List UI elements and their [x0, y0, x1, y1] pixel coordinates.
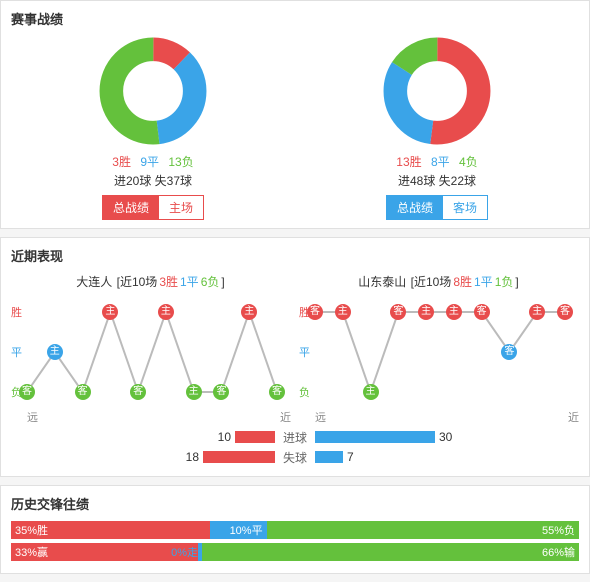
- wdl-right-l: 4负: [459, 155, 478, 169]
- recent-dot: 主: [186, 384, 202, 400]
- xlabel-far: 远: [315, 409, 326, 425]
- recent-dot: 客: [130, 384, 146, 400]
- goals-left: 进20球 失37球: [98, 172, 208, 189]
- recent-dot: 主: [418, 304, 434, 320]
- recent-dot: 主: [446, 304, 462, 320]
- history-panel: 历史交锋往绩 35%胜10%平55%负 33%赢0%走66%输: [0, 485, 590, 574]
- history-seg: 55%负: [267, 521, 579, 539]
- wdl-right: 13胜 8平 4负: [382, 153, 492, 170]
- ylabel-draw-r: 平: [299, 344, 310, 360]
- bar-row: 18 失球 7: [11, 448, 579, 466]
- recent-dot: 客: [474, 304, 490, 320]
- xlabel-far: 远: [27, 409, 38, 425]
- recent-left-line: [27, 294, 277, 404]
- recent-right-l: 1负: [495, 275, 514, 289]
- history-seg: 10%平: [210, 521, 267, 539]
- recent-left: 大连人 [近10场3胜1平6负] 胜 平 负 客主客主客主主客主客远近: [11, 273, 291, 424]
- bar-label: 进球: [275, 429, 315, 446]
- record-title: 赛事战绩: [11, 9, 579, 28]
- recent-dot: 主: [335, 304, 351, 320]
- recent-dot: 客: [269, 384, 285, 400]
- recent-dot: 主: [241, 304, 257, 320]
- donut-left: 3胜 9平 13负 进20球 失37球 总战绩主场: [98, 36, 208, 220]
- recent-dot: 主: [47, 344, 63, 360]
- bar-right-val: 30: [439, 430, 452, 444]
- ylabel-win: 胜: [11, 304, 22, 320]
- bar-left-val: 18: [186, 450, 199, 464]
- recent-dot: 客: [390, 304, 406, 320]
- tabs-left: 总战绩主场: [102, 195, 204, 220]
- recent-right-pre: [近10场: [411, 275, 452, 289]
- recent-panel: 近期表现 大连人 [近10场3胜1平6负] 胜 平 负 客主客主客主主客主客远近…: [0, 237, 590, 477]
- tab-inactive[interactable]: 客场: [443, 196, 487, 219]
- recent-dot: 主: [363, 384, 379, 400]
- recent-left-team: 大连人: [76, 275, 112, 289]
- donut-right-svg: [382, 36, 492, 146]
- history-seg: 35%胜: [11, 521, 210, 539]
- recent-title: 近期表现: [11, 246, 579, 265]
- donuts-row: 3胜 9平 13负 进20球 失37球 总战绩主场 13胜 8平 4负 进48球…: [11, 36, 579, 220]
- recent-right-head: 山东泰山 [近10场8胜1平1负]: [299, 273, 579, 290]
- recent-right-d: 1平: [474, 275, 493, 289]
- recent-right-line: [315, 294, 565, 404]
- history-seg: 33%赢: [11, 543, 198, 561]
- recent-dot: 客: [307, 304, 323, 320]
- bar-right: [315, 451, 343, 463]
- recent-dot: 主: [158, 304, 174, 320]
- wdl-right-d: 8平: [431, 155, 450, 169]
- recent-dot: 客: [213, 384, 229, 400]
- wdl-left-d: 9平: [140, 155, 159, 169]
- tab-active[interactable]: 总战绩: [103, 196, 159, 219]
- recent-left-suf: ]: [221, 275, 224, 289]
- record-panel: 赛事战绩 3胜 9平 13负 进20球 失37球 总战绩主场 13胜 8平 4负…: [0, 0, 590, 229]
- recent-dot: 客: [557, 304, 573, 320]
- recent-left-pre: [近10场: [117, 275, 158, 289]
- donut-left-svg: [98, 36, 208, 146]
- recent-right-suf: ]: [515, 275, 518, 289]
- recent-row: 大连人 [近10场3胜1平6负] 胜 平 负 客主客主客主主客主客远近 山东泰山…: [11, 273, 579, 424]
- bar-right-val: 7: [347, 450, 354, 464]
- ylabel-draw: 平: [11, 344, 22, 360]
- recent-right-w: 8胜: [453, 275, 472, 289]
- bar-label: 失球: [275, 449, 315, 466]
- recent-dot: 主: [529, 304, 545, 320]
- history-title: 历史交锋往绩: [11, 494, 579, 513]
- recent-right: 山东泰山 [近10场8胜1平1负] 胜 平 负 客主主客主主客客主客远近: [299, 273, 579, 424]
- history-rows: 35%胜10%平55%负 33%赢0%走66%输: [11, 521, 579, 561]
- history-seg: 66%输: [202, 543, 579, 561]
- recent-left-w: 3胜: [159, 275, 178, 289]
- wdl-left-w: 3胜: [112, 155, 131, 169]
- tab-inactive[interactable]: 主场: [159, 196, 203, 219]
- bar-left: [235, 431, 275, 443]
- recent-left-d: 1平: [180, 275, 199, 289]
- recent-left-l: 6负: [201, 275, 220, 289]
- bar-left-val: 10: [218, 430, 231, 444]
- donut-right: 13胜 8平 4负 进48球 失22球 总战绩客场: [382, 36, 492, 220]
- recent-dot: 客: [19, 384, 35, 400]
- tabs-right: 总战绩客场: [386, 195, 488, 220]
- xlabel-near: 近: [568, 409, 579, 425]
- ylabel-loss-r: 负: [299, 384, 310, 400]
- wdl-left: 3胜 9平 13负: [98, 153, 208, 170]
- recent-right-plot: 胜 平 负 客主主客主主客客主客远近: [299, 294, 579, 424]
- bar-left: [203, 451, 275, 463]
- history-row: 35%胜10%平55%负: [11, 521, 579, 539]
- history-row: 33%赢0%走66%输: [11, 543, 579, 561]
- tab-active[interactable]: 总战绩: [387, 196, 443, 219]
- recent-dot: 主: [102, 304, 118, 320]
- xlabel-near: 近: [280, 409, 291, 425]
- recent-left-head: 大连人 [近10场3胜1平6负]: [11, 273, 291, 290]
- bar-right: [315, 431, 435, 443]
- wdl-right-w: 13胜: [396, 155, 421, 169]
- bars-block: 10 进球 30 18 失球 7: [11, 428, 579, 466]
- recent-dot: 客: [501, 344, 517, 360]
- goals-right: 进48球 失22球: [382, 172, 492, 189]
- recent-dot: 客: [75, 384, 91, 400]
- wdl-left-l: 13负: [168, 155, 193, 169]
- recent-left-plot: 胜 平 负 客主客主客主主客主客远近: [11, 294, 291, 424]
- recent-right-team: 山东泰山: [358, 275, 406, 289]
- bar-row: 10 进球 30: [11, 428, 579, 446]
